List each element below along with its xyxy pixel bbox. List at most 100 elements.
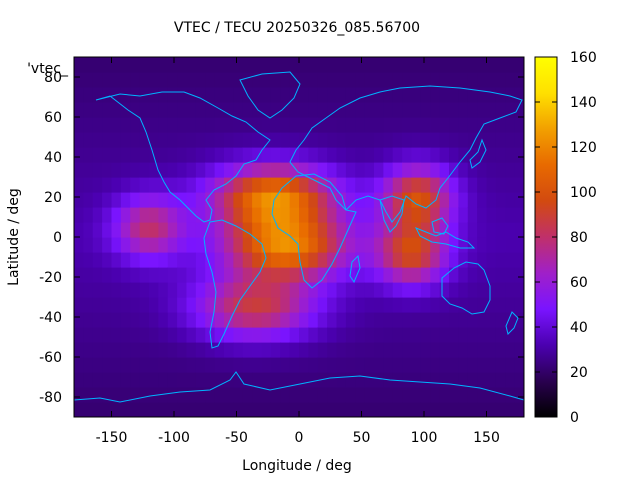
heatmap-cell — [477, 387, 488, 403]
heatmap-cell — [149, 117, 159, 133]
x-tick-label: 0 — [295, 430, 304, 446]
heatmap-cell — [261, 147, 272, 163]
heatmap-cell — [177, 237, 188, 253]
heatmap-cell — [120, 57, 131, 73]
coastline-new-zealand — [505, 311, 519, 335]
heatmap-cell — [83, 72, 94, 88]
heatmap-cell — [233, 102, 244, 118]
heatmap-cell — [139, 192, 150, 208]
heatmap-cell — [327, 297, 338, 313]
heatmap-cell — [233, 357, 244, 373]
heatmap-cell — [374, 282, 384, 298]
heatmap-cell — [242, 297, 253, 313]
heatmap-cell — [336, 87, 347, 103]
heatmap-cell — [139, 267, 150, 283]
heatmap-cell — [383, 387, 394, 403]
heatmap-cell — [449, 342, 459, 358]
legend-entry: 'vtec_ — [27, 61, 69, 77]
heatmap-cell — [270, 267, 281, 283]
heatmap-cell — [449, 87, 459, 103]
heatmap-cell — [392, 192, 403, 208]
heatmap-cell — [214, 312, 225, 328]
heatmap-cell — [242, 72, 253, 88]
heatmap-cell — [299, 222, 309, 238]
heatmap-cell — [130, 207, 141, 223]
heatmap-cell — [402, 147, 413, 163]
heatmap-cell — [336, 72, 347, 88]
heatmap-cell — [158, 192, 169, 208]
heatmap-cell — [505, 192, 516, 208]
heatmap-cell — [336, 252, 347, 268]
heatmap-cell — [92, 207, 103, 223]
heatmap-cell — [167, 267, 178, 283]
heatmap-cell — [214, 342, 225, 358]
heatmap-cell — [74, 207, 84, 223]
heatmap-cell — [74, 237, 84, 253]
heatmap-cell — [280, 342, 291, 358]
heatmap-cell — [74, 222, 84, 238]
heatmap-cell — [280, 372, 291, 388]
heatmap-cell — [120, 402, 131, 417]
heatmap-cell — [402, 252, 413, 268]
heatmap-cell — [505, 117, 516, 133]
heatmap-cell — [486, 297, 497, 313]
heatmap-cell — [411, 267, 422, 283]
heatmap-cell — [102, 207, 113, 223]
heatmap-cell — [280, 147, 291, 163]
heatmap-cell — [167, 177, 178, 193]
heatmap-cell — [308, 312, 319, 328]
heatmap-cell — [83, 342, 94, 358]
heatmap-cell — [364, 372, 375, 388]
heatmap-cell — [430, 117, 441, 133]
heatmap-cell — [186, 357, 197, 373]
heatmap-cell — [402, 357, 413, 373]
heatmap-cell — [486, 147, 497, 163]
heatmap-cell — [327, 57, 338, 73]
heatmap-cell — [495, 342, 506, 358]
heatmap-cell — [420, 207, 431, 223]
heatmap-cell — [74, 177, 84, 193]
heatmap-cell — [120, 267, 131, 283]
y-tick-label: 80 — [44, 70, 62, 86]
heatmap-cell — [233, 312, 244, 328]
heatmap-cell — [439, 342, 450, 358]
heatmap-cell — [345, 312, 356, 328]
heatmap-cell — [420, 72, 431, 88]
heatmap-cell — [102, 237, 113, 253]
heatmap-cell — [289, 282, 300, 298]
heatmap-cell — [505, 72, 516, 88]
heatmap-cell — [411, 87, 422, 103]
heatmap-cell — [308, 342, 319, 358]
heatmap-cell — [224, 342, 234, 358]
heatmap-cell — [92, 372, 103, 388]
heatmap-cell — [289, 162, 300, 178]
heatmap-cell — [374, 312, 384, 328]
heatmap-cell — [83, 162, 94, 178]
heatmap-cell — [252, 327, 263, 343]
heatmap-cell — [130, 237, 141, 253]
heatmap-cell — [505, 357, 516, 373]
heatmap-cell — [149, 207, 159, 223]
heatmap-cell — [392, 162, 403, 178]
heatmap-cell — [467, 162, 478, 178]
coastline-greenland — [239, 71, 301, 119]
heatmap-cell — [74, 297, 84, 313]
heatmap-cell — [336, 402, 347, 417]
heatmap-cell — [317, 162, 328, 178]
heatmap-cell — [299, 237, 309, 253]
heatmap-cell — [149, 237, 159, 253]
heatmap-cell — [327, 237, 338, 253]
heatmap-cell — [270, 102, 281, 118]
heatmap-cell — [177, 177, 188, 193]
heatmap-cell — [92, 72, 103, 88]
heatmap-cell — [120, 327, 131, 343]
heatmap-cell — [92, 147, 103, 163]
heatmap-cell — [439, 72, 450, 88]
heatmap-cell — [299, 72, 309, 88]
heatmap-cell — [149, 147, 159, 163]
heatmap-cell — [233, 237, 244, 253]
heatmap-cell — [411, 177, 422, 193]
heatmap-cell — [449, 222, 459, 238]
heatmap-cell — [374, 357, 384, 373]
heatmap-cell — [467, 372, 478, 388]
